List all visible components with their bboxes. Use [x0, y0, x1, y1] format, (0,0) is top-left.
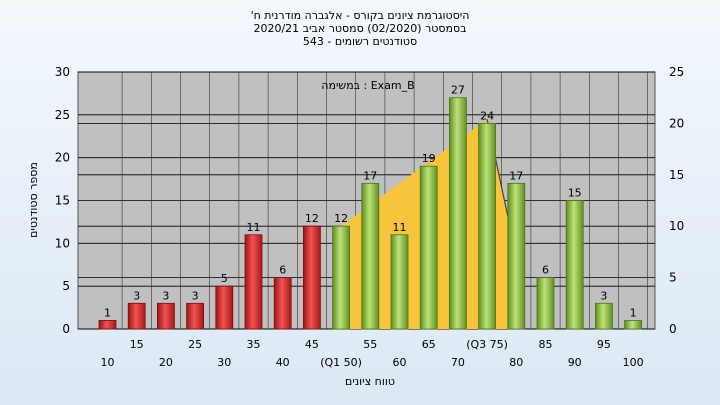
x-tick-label: 25 — [188, 338, 202, 351]
x-tick-label: 60 — [393, 356, 407, 369]
x-tick-label: 55 — [363, 338, 377, 351]
bar-value-label: 3 — [600, 289, 607, 302]
histogram-bar — [215, 285, 234, 330]
bar-value-label: 3 — [162, 289, 169, 302]
chart-title: 'היסטוגרמת ציונים בקורס - אלגברה מודרנית… — [250, 9, 470, 22]
chart-subtitle-line-2: 543 - סטודנטים רשומים — [302, 35, 418, 48]
histogram-bar — [390, 234, 409, 330]
y2-tick-label: 20 — [669, 116, 684, 130]
x-tick-label: 65 — [422, 338, 436, 351]
bar-value-label: 12 — [305, 212, 319, 225]
bar-value-label: 6 — [279, 264, 286, 277]
y-tick-label: 5 — [62, 279, 70, 293]
x-tick-label: 90 — [568, 356, 582, 369]
x-axis-label: טווח ציונים — [345, 375, 395, 388]
x-tick-label: 45 — [305, 338, 319, 351]
histogram-bar — [302, 225, 321, 330]
y2-tick-label: 10 — [669, 219, 684, 233]
x-tick-label: 70 — [451, 356, 465, 369]
histogram-bar — [507, 182, 526, 330]
bar-value-label: 3 — [133, 289, 140, 302]
histogram-bar — [624, 320, 642, 330]
x-tick-label: (Q3 75) — [466, 338, 508, 351]
x-tick-label: 80 — [509, 356, 523, 369]
x-tick-label: 95 — [597, 338, 611, 351]
histogram-bar — [448, 97, 467, 330]
histogram-bar — [536, 277, 555, 330]
bar-value-label: 17 — [509, 169, 523, 182]
chart-subtitle-line-1: בסמסטר (02/2020) סמסטר אביב 2020/21 — [253, 22, 467, 35]
histogram-bar — [478, 123, 497, 330]
histogram-bar — [595, 302, 613, 330]
y-tick-label: 10 — [55, 236, 70, 250]
histogram-bar — [186, 302, 205, 330]
bar-value-label: 19 — [422, 152, 436, 165]
x-tick-label: 30 — [217, 356, 231, 369]
y2-tick-label: 5 — [669, 271, 677, 285]
bar-value-label: 12 — [334, 212, 348, 225]
y2-tick-label: 25 — [669, 65, 684, 79]
histogram-bar — [244, 234, 263, 330]
y-tick-label: 20 — [55, 151, 70, 165]
bar-value-label: 24 — [480, 109, 494, 122]
y-tick-label: 25 — [55, 108, 70, 122]
histogram-bar — [419, 165, 438, 330]
histogram-bar — [332, 225, 351, 330]
histogram-bar — [127, 302, 146, 330]
bar-value-label: 5 — [221, 272, 228, 285]
x-tick-label: 35 — [247, 338, 261, 351]
x-tick-label: (Q1 50) — [320, 356, 362, 369]
bar-value-label: 27 — [451, 84, 465, 97]
bar-value-label: 15 — [568, 187, 582, 200]
bar-value-label: 11 — [247, 221, 261, 234]
y-axis-label: מספר סטודנטים — [27, 162, 40, 238]
bar-value-label: 6 — [542, 264, 549, 277]
x-tick-label: 85 — [539, 338, 553, 351]
x-tick-label: 100 — [623, 356, 644, 369]
bar-value-label: 3 — [192, 289, 199, 302]
histogram-bar — [98, 320, 117, 330]
legend-label: במשימה : Exam_B — [321, 79, 414, 92]
x-tick-label: 15 — [130, 338, 144, 351]
histogram-bar — [273, 277, 292, 330]
bar-value-label: 17 — [363, 169, 377, 182]
bar-value-label: 1 — [104, 306, 111, 319]
histogram-bar — [565, 200, 584, 330]
histogram-bar — [361, 182, 380, 330]
x-tick-label: 10 — [101, 356, 115, 369]
x-tick-label: 40 — [276, 356, 290, 369]
bar-value-label: 11 — [393, 221, 407, 234]
bar-value-label: 1 — [630, 306, 637, 319]
x-tick-label: 20 — [159, 356, 173, 369]
y-tick-label: 0 — [62, 322, 70, 336]
y-tick-label: 15 — [55, 194, 70, 208]
histogram-bar — [156, 302, 175, 330]
chart-title-block: 'היסטוגרמת ציונים בקורס - אלגברה מודרנית… — [0, 9, 720, 48]
y2-tick-label: 0 — [669, 322, 677, 336]
y-tick-label: 30 — [55, 65, 70, 79]
y2-tick-label: 15 — [669, 168, 684, 182]
